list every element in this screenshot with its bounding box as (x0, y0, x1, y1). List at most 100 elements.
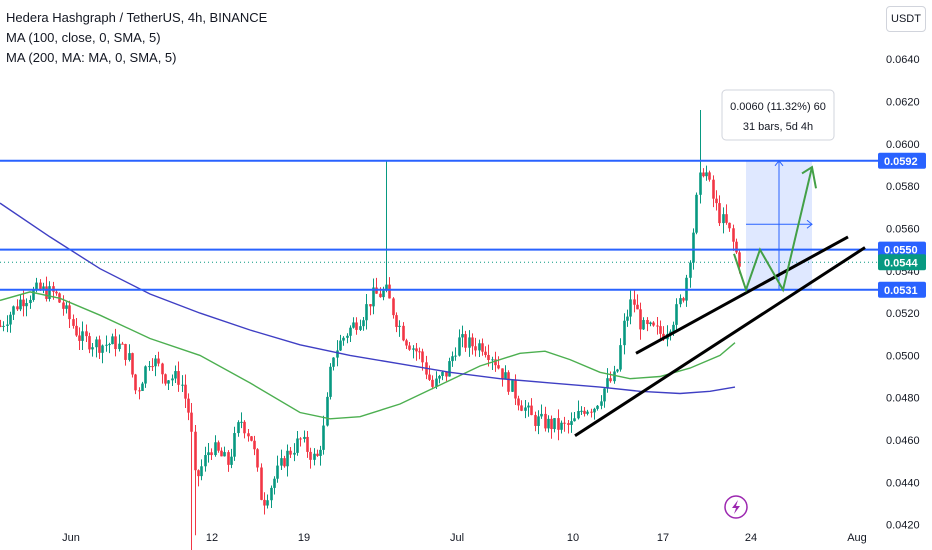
candle-body (514, 380, 517, 399)
candle-body (656, 325, 659, 327)
y-tick-label: 0.0640 (886, 54, 920, 66)
candle-body (247, 433, 250, 437)
candle-body (702, 172, 705, 177)
candle-body (270, 487, 273, 501)
candle-body (39, 282, 42, 290)
levels-layer (0, 159, 878, 291)
candle-body (464, 334, 467, 348)
candle-body (365, 304, 368, 321)
candles-layer (0, 110, 741, 550)
candle-body (240, 421, 243, 423)
level-badge-1 (878, 241, 926, 258)
candle-body (72, 319, 75, 326)
currency-button[interactable]: USDT (886, 6, 926, 32)
candle-body (227, 452, 230, 465)
candle-body (355, 322, 358, 330)
lightning-icon[interactable] (724, 495, 748, 519)
candle-body (675, 304, 678, 325)
candle-body (167, 380, 170, 384)
candle-body (445, 371, 448, 377)
candle-body (273, 478, 276, 488)
candle-body (237, 422, 240, 434)
candle-body (570, 421, 573, 425)
candle-body (296, 438, 299, 453)
candle-body (524, 407, 527, 411)
candle-body (606, 378, 609, 389)
current-price-badge (878, 254, 926, 271)
candle-body (557, 418, 560, 430)
candle-body (336, 350, 339, 358)
candle-body (398, 325, 401, 327)
candle-body (646, 320, 649, 325)
level-badge-label-2: 0.0531 (884, 285, 918, 297)
axis-layer: 0.06400.06200.06000.05800.05600.05400.05… (62, 54, 926, 544)
candle-body (138, 390, 141, 392)
candle-body (35, 282, 38, 290)
moving-averages-layer (0, 202, 736, 420)
candle-body (266, 500, 269, 506)
candle-body (708, 172, 711, 180)
candle-body (118, 343, 121, 350)
level-badge-label-1: 0.0550 (884, 245, 918, 257)
candle-body (128, 353, 131, 360)
y-tick-label: 0.0620 (886, 97, 920, 109)
candle-body (134, 374, 137, 391)
candle-body (392, 298, 395, 316)
candle-body (471, 337, 474, 347)
ma200-legend[interactable]: MA (200, MA: MA, 0, SMA, 5) (6, 50, 177, 65)
candle-body (233, 433, 236, 457)
candle-body (194, 431, 197, 471)
candle-body (435, 378, 438, 387)
ma100-legend[interactable]: MA (100, close, 0, SMA, 5) (6, 30, 161, 45)
candle-body (283, 458, 286, 467)
candle-body (101, 345, 104, 353)
candle-body (553, 418, 556, 430)
candle-body (487, 355, 490, 360)
candle-body (207, 452, 210, 456)
candle-body (346, 335, 349, 338)
level-badge-label-0: 0.0592 (884, 156, 918, 168)
x-tick-label: 19 (298, 532, 310, 544)
candle-body (121, 343, 124, 345)
y-tick-label: 0.0560 (886, 223, 920, 235)
candle-body (527, 405, 530, 408)
candle-body (613, 371, 616, 382)
candle-body (181, 384, 184, 386)
x-tick-label: 10 (567, 532, 579, 544)
candle-body (577, 411, 580, 419)
candle-body (289, 450, 292, 455)
candle-body (600, 401, 603, 406)
candle-body (322, 425, 325, 450)
candle-body (461, 334, 464, 338)
candle-body (699, 172, 702, 195)
candle-body (256, 449, 259, 468)
candle-body (679, 298, 682, 305)
candle-body (19, 299, 22, 310)
candle-body (154, 358, 157, 367)
candle-body (507, 372, 510, 392)
candle-body (728, 222, 731, 229)
candle-body (642, 320, 645, 330)
candle-body (362, 320, 365, 327)
candle-body (342, 337, 345, 341)
candle-body (732, 228, 735, 242)
candle-body (369, 304, 372, 307)
measure-arrow-head-right (806, 219, 813, 229)
ma200-line (0, 202, 736, 395)
candle-body (494, 359, 497, 366)
candle-body (573, 418, 576, 422)
candle-body (286, 450, 289, 467)
symbol-title[interactable]: Hedera Hashgraph / TetherUS, 4h, BINANCE (6, 10, 268, 25)
trendline-upper (635, 235, 849, 355)
candle-body (560, 422, 563, 430)
candle-body (329, 366, 332, 397)
candle-body (332, 357, 335, 367)
candle-body (520, 405, 523, 411)
candle-body (220, 450, 223, 457)
candle-body (141, 383, 144, 391)
candle-body (583, 410, 586, 414)
candle-body (540, 413, 543, 417)
current-price-label: 0.0544 (884, 257, 919, 269)
candle-body (161, 363, 164, 375)
